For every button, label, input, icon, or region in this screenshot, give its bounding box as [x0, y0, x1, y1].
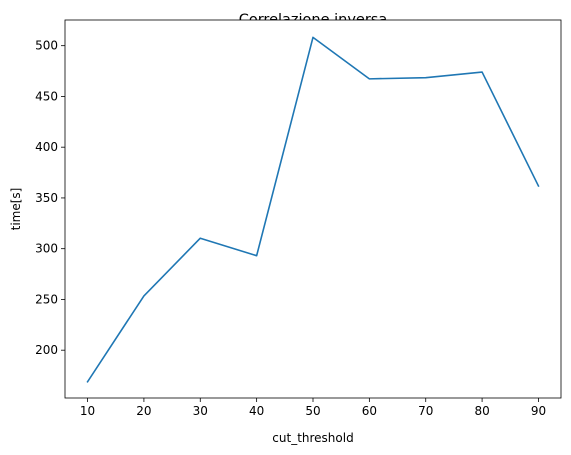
- x-tick-label: 50: [305, 404, 320, 418]
- y-tick-label: 250: [35, 292, 58, 306]
- x-tick-label: 20: [136, 404, 151, 418]
- y-tick-label: 450: [35, 89, 58, 103]
- x-tick-label: 80: [474, 404, 489, 418]
- y-tick-label: 400: [35, 140, 58, 154]
- x-axis-title: cut_threshold: [272, 431, 353, 445]
- x-tick-label: 60: [362, 404, 377, 418]
- x-tick-label: 30: [193, 404, 208, 418]
- y-tick-label: 500: [35, 39, 58, 53]
- x-tick-label: 70: [418, 404, 433, 418]
- plot-area: [65, 20, 561, 398]
- y-tick-label: 300: [35, 242, 58, 256]
- y-tick-label: 200: [35, 343, 58, 357]
- x-tick-label: 10: [80, 404, 95, 418]
- y-tick-label: 350: [35, 191, 58, 205]
- y-axis-title: time[s]: [9, 188, 23, 231]
- x-tick-label: 90: [531, 404, 546, 418]
- x-tick-label: 40: [249, 404, 264, 418]
